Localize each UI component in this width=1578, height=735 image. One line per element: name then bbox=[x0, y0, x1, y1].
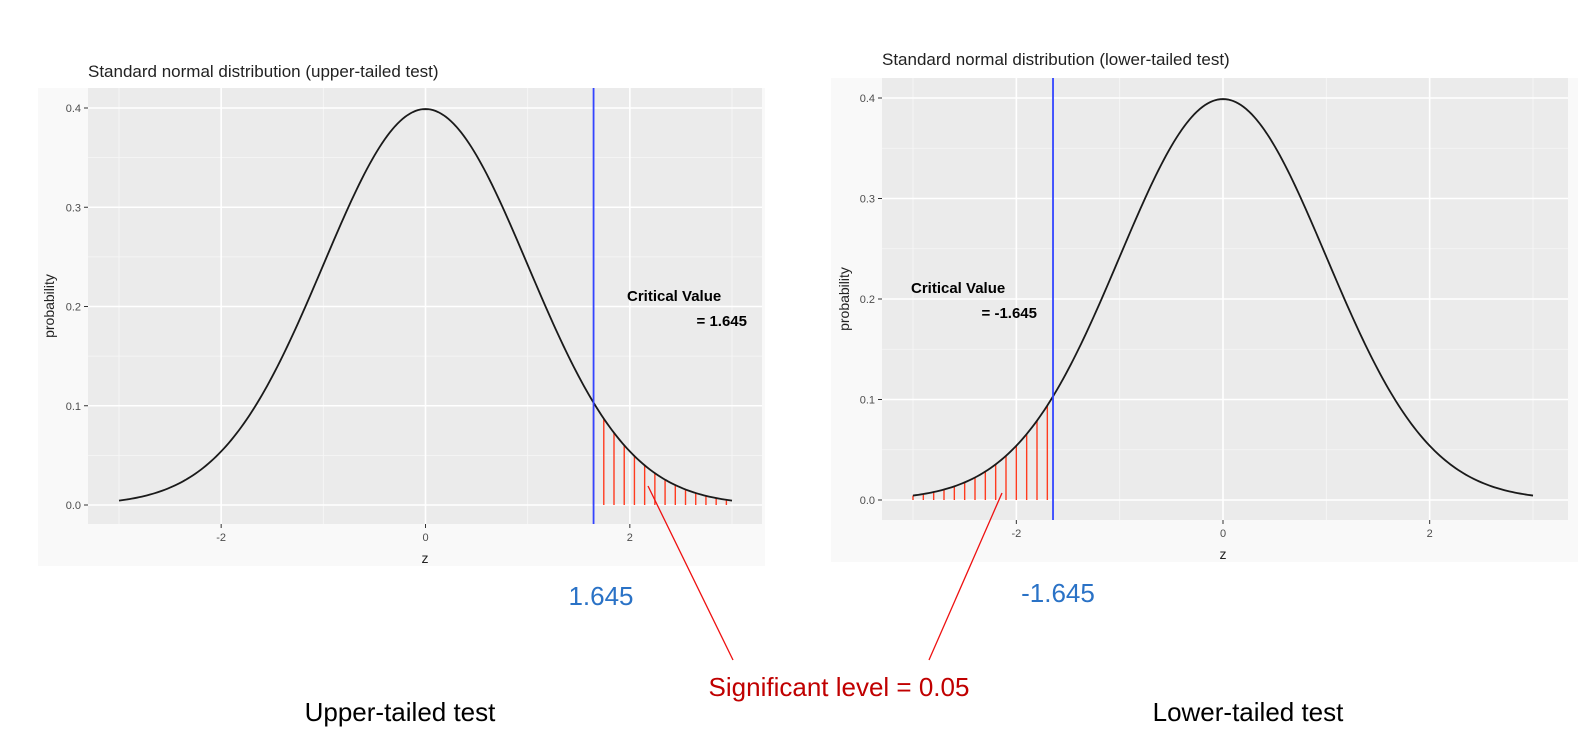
y-tick-label: 0.1 bbox=[860, 395, 875, 407]
ticks: -2 0 2 0.0 0.1 0.2 0.3 0.4 bbox=[860, 93, 1433, 540]
critical-value-label: Critical Value bbox=[627, 288, 721, 305]
upper-tailed-chart: Standard normal distribution (upper-tail… bbox=[38, 62, 765, 566]
lower-tailed-chart: Standard normal distribution (lower-tail… bbox=[831, 50, 1578, 562]
pointer-line-left bbox=[647, 485, 734, 661]
y-axis-title: probability bbox=[836, 267, 852, 331]
y-axis-title: probability bbox=[41, 274, 57, 338]
y-tick-label: 0.1 bbox=[66, 401, 81, 413]
y-tick-label: 0.0 bbox=[66, 500, 81, 512]
y-tick-label: 0.3 bbox=[66, 202, 81, 214]
y-tick-label: 0.2 bbox=[860, 294, 875, 306]
caption-lower-tailed: Lower-tailed test bbox=[1153, 697, 1345, 727]
y-tick-label: 0.4 bbox=[66, 103, 81, 115]
rejection-region bbox=[912, 405, 1049, 500]
grid bbox=[88, 88, 762, 524]
density-curve bbox=[118, 108, 733, 502]
x-tick-label: -2 bbox=[216, 532, 226, 544]
chart-title: Standard normal distribution (lower-tail… bbox=[882, 50, 1230, 69]
x-axis-title: z bbox=[422, 550, 429, 566]
critical-value-right-callout: -1.645 bbox=[1021, 578, 1095, 608]
y-tick-label: 0.2 bbox=[66, 302, 81, 314]
x-tick-label: 2 bbox=[1427, 528, 1433, 540]
pointer-line-right bbox=[928, 492, 1003, 661]
y-tick-label: 0.3 bbox=[860, 194, 875, 206]
x-tick-label: 0 bbox=[422, 532, 428, 544]
x-axis-title: z bbox=[1220, 546, 1227, 562]
density-curve-group bbox=[912, 98, 1534, 497]
caption-upper-tailed: Upper-tailed test bbox=[305, 697, 497, 727]
density-curve bbox=[912, 98, 1534, 497]
x-tick-label: 0 bbox=[1220, 528, 1226, 540]
critical-value-label: Critical Value bbox=[911, 280, 1005, 297]
chart-title: Standard normal distribution (upper-tail… bbox=[88, 62, 439, 81]
ticks: -2 0 2 0.0 0.1 0.2 0.3 0.4 bbox=[66, 103, 633, 544]
critical-value-left-callout: 1.645 bbox=[568, 581, 633, 611]
critical-value-equation: = 1.645 bbox=[697, 313, 747, 330]
critical-value-equation: = -1.645 bbox=[982, 305, 1037, 322]
y-tick-label: 0.0 bbox=[860, 495, 875, 507]
density-curve-group bbox=[118, 108, 733, 502]
y-tick-label: 0.4 bbox=[860, 93, 875, 105]
significance-level-label: Significant level = 0.05 bbox=[709, 672, 970, 702]
x-tick-label: 2 bbox=[627, 532, 633, 544]
x-tick-label: -2 bbox=[1011, 528, 1021, 540]
